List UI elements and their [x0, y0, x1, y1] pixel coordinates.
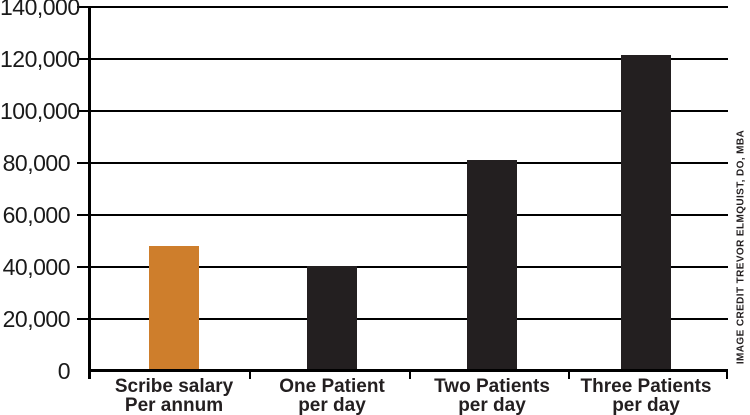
- category-label-line: One Patient: [279, 376, 385, 397]
- gridline-100000: [77, 110, 728, 112]
- category-label-one-patient: One Patient per day: [279, 377, 385, 415]
- y-tick-label-100000: 100,000: [0, 98, 80, 124]
- gridline-40000: [77, 266, 728, 268]
- category-label-two-patients: Two Patients per day: [434, 377, 550, 415]
- bar-one-patient: [307, 265, 357, 371]
- y-axis-line: [88, 6, 91, 379]
- category-label-scribe-salary: Scribe salary Per annum: [115, 377, 233, 415]
- x-axis-tick-2: [568, 372, 570, 379]
- gridline-60000: [77, 214, 728, 216]
- bar-scribe-salary: [149, 246, 199, 371]
- gridline-20000: [77, 318, 728, 320]
- x-axis-tick-1: [409, 372, 411, 379]
- category-label-line: per day: [612, 395, 680, 415]
- bar-two-patients: [467, 160, 517, 371]
- category-label-line: per day: [298, 395, 366, 415]
- category-label-line: Two Patients: [434, 376, 550, 397]
- bar-three-patients: [621, 55, 671, 371]
- category-label-line: Per annum: [124, 395, 224, 415]
- category-label-line: Three Patients: [580, 376, 712, 397]
- x-axis-tick-0: [249, 372, 251, 379]
- y-tick-label-120000: 120,000: [0, 46, 80, 72]
- gridline-80000: [77, 162, 728, 164]
- category-label-line: per day: [458, 395, 526, 415]
- category-label-line: Scribe salary: [114, 376, 234, 397]
- y-tick-label-40000: 40,000: [2, 254, 71, 280]
- y-tick-label-80000: 80,000: [2, 150, 71, 176]
- gridline-120000: [77, 58, 728, 60]
- image-credit: IMAGE CREDIT TREVOR ELMQUIST, DO, MBA: [735, 129, 747, 365]
- y-tick-label-60000: 60,000: [2, 202, 71, 228]
- x-axis-tick-3: [726, 372, 728, 379]
- gridline-140000: [77, 6, 728, 8]
- y-tick-label-140000: 140,000: [0, 0, 80, 20]
- x-axis-line: [88, 369, 728, 372]
- y-tick-label-20000: 20,000: [2, 306, 71, 332]
- category-label-three-patients: Three Patients per day: [581, 377, 712, 415]
- y-tick-label-0: 0: [57, 358, 71, 384]
